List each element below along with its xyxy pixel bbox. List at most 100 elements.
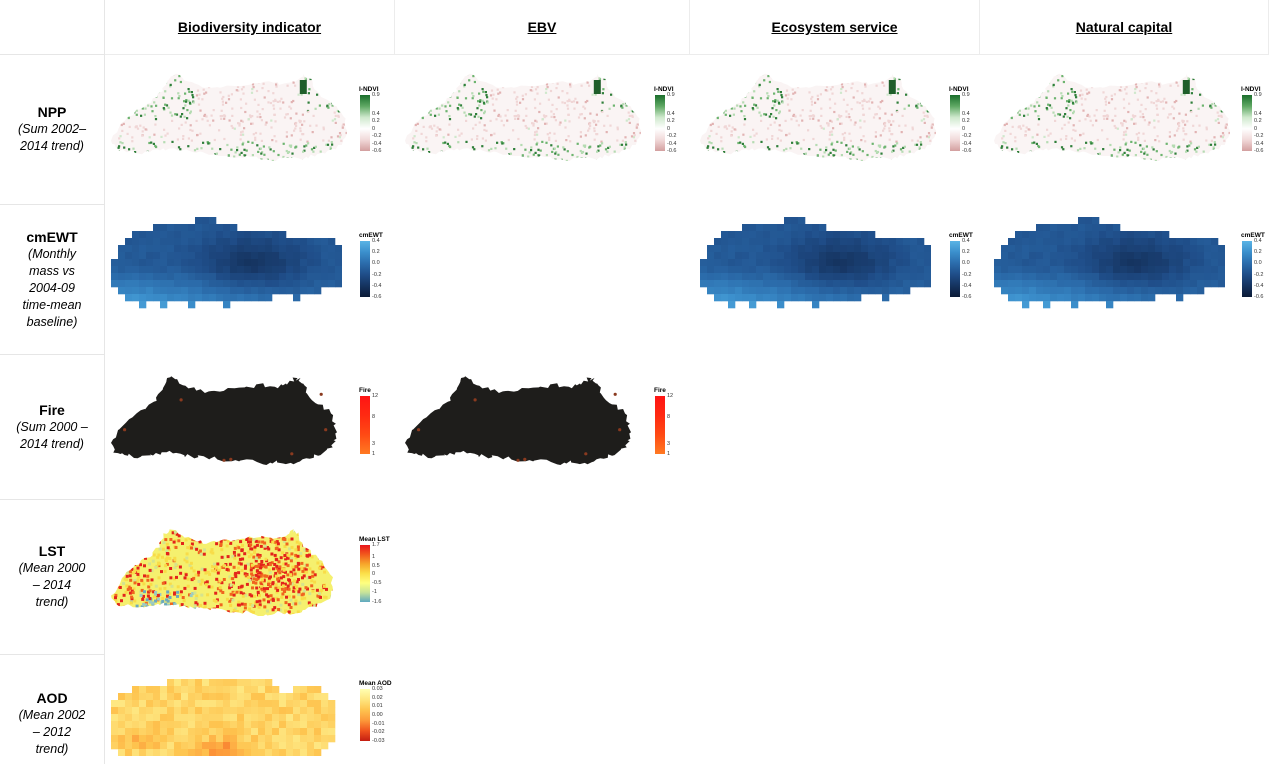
fire-map [111, 376, 337, 465]
row-label: cmEWT [26, 228, 78, 245]
legend-tick: 0.4 [372, 238, 380, 244]
legend-tick: 0.2 [372, 249, 380, 256]
npp-map [994, 73, 1230, 161]
legend-tick: 0 [1254, 125, 1258, 132]
legend-tick: -0.6 [1254, 294, 1264, 300]
column-header-natural-capital: Natural capital [980, 0, 1269, 55]
legend-tick: 12 [667, 393, 674, 399]
empty-cell [980, 355, 1269, 500]
legend-tick: 0.2 [667, 118, 675, 125]
legend-tick: 0.02 [372, 694, 383, 701]
colorbar [1242, 241, 1252, 297]
corner-cell [0, 0, 105, 55]
legend-title: cmEWT [1241, 232, 1265, 239]
legend-tick: 0 [372, 571, 376, 578]
cmewt-cell-biodiversity-indicator: cmEWT 0.4 0.2 0.0 -0.2 -0.4 -0.6 [105, 205, 395, 355]
colorbar [950, 241, 960, 297]
legend-tick: 1 [372, 451, 376, 457]
legend-tick: -0.6 [962, 148, 972, 154]
legend-tick: -0.2 [962, 133, 972, 140]
legend-tick: 0 [667, 125, 671, 132]
legend-tick: 0.4 [372, 110, 380, 117]
column-header-label: Ecosystem service [771, 19, 898, 35]
row-subtitle-line: trend) [35, 595, 69, 609]
legend-title: Fire [359, 387, 371, 394]
colorbar [1242, 95, 1252, 151]
legend-tick: 0.2 [1254, 118, 1262, 125]
row-subtitle-line: – 2014 [32, 578, 72, 592]
column-header-label: EBV [527, 19, 557, 35]
cmewt-legend: cmEWT 0.4 0.2 0.0 -0.2 -0.4 -0.6 [359, 232, 390, 300]
column-header-ecosystem-service: Ecosystem service [690, 0, 980, 55]
legend-tick: 1 [667, 451, 671, 457]
npp-legend: I-NDVI 0.9 0.4 0.2 0 -0.2 -0.4 -0.6 [654, 86, 685, 154]
row-subtitle-line: 2014 trend) [20, 139, 84, 153]
legend-tick: -0.03 [372, 738, 385, 744]
legend-tick: -0.4 [372, 282, 382, 289]
cmewt-cell-ecosystem-service: cmEWT 0.4 0.2 0.0 -0.2 -0.4 -0.6 [690, 205, 980, 355]
npp-cell-biodiversity-indicator: I-NDVI 0.9 0.4 0.2 0 -0.2 -0.4 -0.6 [105, 55, 395, 205]
row-subtitle-line: baseline) [26, 314, 78, 329]
row-subtitle-line: (Monthly [28, 246, 76, 261]
legend-tick: -0.4 [962, 140, 972, 147]
row-label: Fire [39, 401, 65, 418]
fire-legend: Fire 12 8 3 1 [654, 387, 685, 457]
cmewt-map [111, 217, 342, 309]
legend-tick: 8 [372, 414, 376, 421]
npp-legend: I-NDVI 0.9 0.4 0.2 0 -0.2 -0.4 -0.6 [1241, 86, 1269, 154]
colorbar [655, 396, 665, 454]
legend-tick: -0.01 [372, 720, 385, 727]
legend-tick: 3 [372, 440, 376, 447]
empty-cell [690, 355, 980, 500]
row-label: LST [38, 543, 66, 559]
legend-title: Mean AOD [359, 680, 392, 687]
lst-map [111, 528, 333, 616]
npp-cell-natural-capital: I-NDVI 0.9 0.4 0.2 0 -0.2 -0.4 -0.6 [980, 55, 1269, 205]
row-header-aod: AOD (Mean 2002 – 2012 trend) [0, 655, 105, 764]
column-header-label: Natural capital [1075, 19, 1173, 35]
row-subtitle-line: trend) [35, 742, 69, 756]
empty-cell [395, 205, 690, 355]
legend-tick: 0.2 [1254, 249, 1262, 256]
legend-title: cmEWT [949, 232, 973, 239]
column-header-label: Biodiversity indicator [177, 19, 322, 35]
legend-tick: -0.4 [1254, 140, 1264, 147]
colorbar [950, 95, 960, 151]
aod-legend: Mean AOD 0.03 0.02 0.01 0.00 -0.01 -0.02 -0.03 [359, 680, 392, 744]
legend-tick: 0.4 [962, 238, 970, 244]
empty-cell [690, 655, 980, 764]
legend-tick: -0.6 [372, 294, 382, 300]
cmewt-legend: cmEWT 0.4 0.2 0.0 -0.2 -0.4 -0.6 [949, 232, 980, 300]
empty-cell [980, 500, 1269, 655]
legend-tick: 0.4 [1254, 110, 1262, 117]
row-subtitle-line: (Mean 2002 [18, 708, 86, 722]
legend-title: I-NDVI [359, 86, 379, 93]
legend-tick: -0.4 [372, 140, 382, 147]
colorbar [360, 396, 370, 454]
legend-tick: 0.0 [1254, 260, 1262, 267]
row-subtitle-line: (Mean 2000 [18, 561, 86, 575]
legend-tick: -0.6 [372, 148, 382, 154]
colorbar [360, 95, 370, 151]
legend-tick: -1.6 [372, 599, 382, 605]
legend-tick: 0 [962, 125, 966, 132]
legend-tick: 0.4 [1254, 238, 1262, 244]
legend-tick: 8 [667, 414, 671, 421]
legend-tick: 0.2 [962, 249, 970, 256]
npp-cell-ebv: I-NDVI 0.9 0.4 0.2 0 -0.2 -0.4 -0.6 [395, 55, 690, 205]
empty-cell [980, 655, 1269, 764]
column-header-biodiversity-indicator: Biodiversity indicator [105, 0, 395, 55]
legend-tick: 1 [372, 554, 376, 561]
legend-tick: -0.4 [667, 140, 677, 147]
aod-cell-biodiversity-indicator: Mean AOD 0.03 0.02 0.01 0.00 -0.01 -0.02 -0.03 [105, 655, 395, 764]
empty-cell [690, 500, 980, 655]
colorbar [360, 689, 370, 741]
legend-tick: 1.7 [372, 542, 380, 548]
legend-tick: 0.2 [372, 118, 380, 125]
npp-map [405, 73, 641, 161]
row-header-cmewt: cmEWT (Monthly mass vs 2004-09 time-mean base… [0, 205, 105, 355]
row-subtitle-line: (Sum 2002– [17, 122, 87, 136]
row-header-npp: NPP (Sum 2002– 2014 trend) [0, 55, 105, 205]
legend-title: Fire [654, 387, 666, 394]
legend-tick: 0.01 [372, 703, 383, 710]
